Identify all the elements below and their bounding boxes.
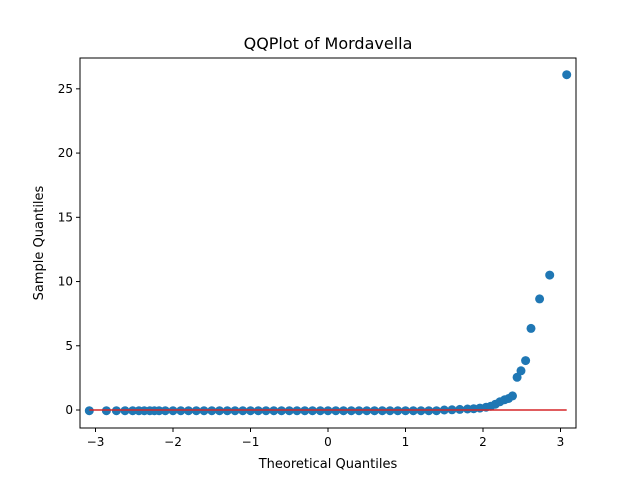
y-axis-ticks: 0 5 10 15 20 25 (58, 82, 80, 417)
plot-area (80, 58, 576, 428)
y-tick-label: 15 (58, 210, 73, 224)
data-point (562, 70, 572, 80)
y-tick-label: 20 (58, 146, 73, 160)
x-tick-label: 0 (324, 435, 332, 449)
data-point (512, 372, 522, 382)
data-point (521, 356, 531, 366)
x-tick-label: 2 (479, 435, 487, 449)
y-tick-label: 5 (65, 339, 73, 353)
y-tick-label: 25 (58, 82, 73, 96)
x-tick-label: 3 (557, 435, 565, 449)
y-tick-label: 10 (58, 275, 73, 289)
chart-title: QQPlot of Mordavella (244, 34, 413, 53)
y-axis-label: Sample Quantiles (32, 185, 47, 300)
data-point (526, 323, 536, 333)
x-axis-ticks: −3 −2 −1 0 1 2 3 (87, 428, 565, 449)
data-point (545, 270, 555, 280)
data-point (508, 391, 517, 401)
x-axis-label: Theoretical Quantiles (258, 457, 398, 472)
y-tick-label: 0 (65, 403, 73, 417)
x-tick-label: −3 (87, 435, 105, 449)
x-tick-label: 1 (402, 435, 410, 449)
data-point (516, 366, 526, 376)
data-point (535, 294, 545, 304)
x-tick-label: −2 (164, 435, 182, 449)
x-tick-label: −1 (242, 435, 260, 449)
